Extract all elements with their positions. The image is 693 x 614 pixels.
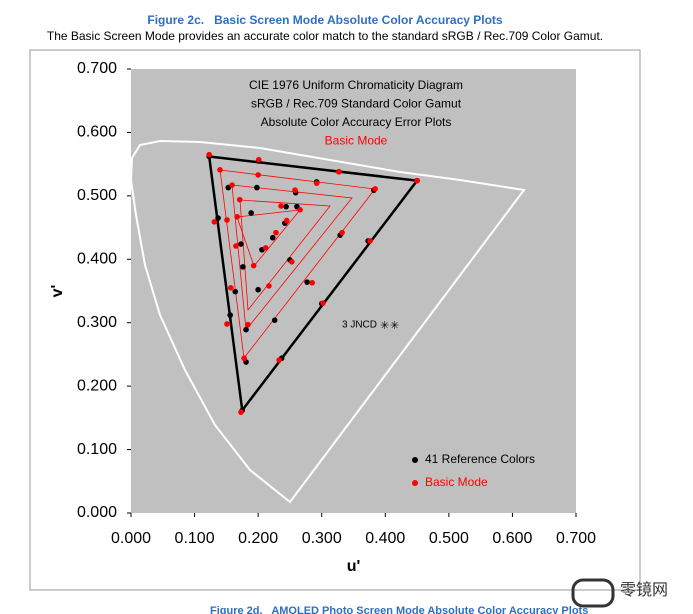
y-tick-label: 0.000 <box>77 504 117 521</box>
annotation: Basic Mode <box>325 134 388 148</box>
annotation: Absolute Color Accuracy Error Plots <box>261 115 452 129</box>
point <box>233 243 239 249</box>
point <box>215 215 221 221</box>
annotation: CIE 1976 Uniform Chromaticity Diagram <box>249 78 463 92</box>
point <box>273 229 279 236</box>
point <box>254 184 260 191</box>
legend-label: Basic Mode <box>425 475 488 489</box>
point <box>320 300 326 306</box>
y-tick-label: 0.200 <box>77 377 117 394</box>
y-tick-label: 0.300 <box>77 314 117 331</box>
x-tick-label: 0.100 <box>175 530 215 547</box>
point <box>276 357 282 363</box>
y-tick-label: 0.500 <box>77 187 117 204</box>
legend-label: 41 Reference Colors <box>425 452 535 466</box>
y-tick-label: 0.100 <box>77 441 117 458</box>
point <box>255 172 261 178</box>
point <box>269 234 276 241</box>
y-axis-label: v' <box>49 285 66 298</box>
jncd-marker: ✳ <box>380 320 389 332</box>
gamut-triangle <box>207 155 420 414</box>
figure-subtitle: The Basic Screen Mode provides an accura… <box>47 29 603 43</box>
point <box>248 210 254 216</box>
y-tick-label: 0.700 <box>77 60 117 77</box>
point <box>367 238 373 244</box>
point <box>228 285 234 291</box>
legend-marker <box>412 457 418 463</box>
point <box>339 229 345 236</box>
point <box>266 283 272 289</box>
point <box>243 326 249 333</box>
point <box>250 262 257 269</box>
watermark: 零镜网 <box>620 580 668 599</box>
point <box>262 245 269 251</box>
x-tick-label: 0.400 <box>365 530 405 547</box>
point <box>206 151 212 158</box>
point <box>309 279 315 286</box>
point <box>211 219 218 225</box>
point <box>283 217 290 224</box>
point <box>224 217 230 223</box>
point <box>297 207 303 213</box>
x-tick-label: 0.000 <box>111 530 151 547</box>
point <box>283 203 289 210</box>
spectral-locus <box>129 139 526 504</box>
point <box>234 213 240 220</box>
point <box>217 167 223 173</box>
x-tick-label: 0.300 <box>302 530 342 547</box>
x-axis-label: u' <box>347 558 361 575</box>
jncd-note: 3 JNCD <box>342 320 377 331</box>
y-tick-label: 0.400 <box>77 251 117 268</box>
point <box>229 182 235 188</box>
point <box>236 196 243 203</box>
next-caption: Figure 2d. AMOLED Photo Screen Mode Abso… <box>210 605 588 614</box>
jncd-marker: ✳ <box>390 320 399 332</box>
annotation: sRGB / Rec.709 Standard Color Gamut <box>251 97 462 111</box>
watermark-logo <box>571 578 615 608</box>
x-tick-label: 0.700 <box>556 530 596 547</box>
point <box>304 279 310 285</box>
x-tick-label: 0.600 <box>492 530 532 547</box>
point <box>245 321 251 328</box>
point <box>255 156 262 163</box>
point <box>271 317 278 323</box>
point <box>255 286 261 293</box>
legend-marker <box>412 480 418 486</box>
point <box>241 355 247 362</box>
point <box>372 186 378 192</box>
point <box>232 288 239 295</box>
y-tick-label: 0.600 <box>77 124 117 141</box>
point <box>224 321 230 327</box>
point <box>336 168 342 175</box>
point <box>289 259 295 265</box>
point <box>238 241 244 247</box>
figure-title: Figure 2c. Basic Screen Mode Absolute Co… <box>147 13 503 27</box>
point <box>240 264 246 270</box>
point <box>238 409 244 415</box>
point <box>414 177 420 184</box>
x-tick-label: 0.200 <box>238 530 278 547</box>
x-tick-label: 0.500 <box>429 530 469 547</box>
point <box>278 203 284 209</box>
point <box>292 187 298 193</box>
point <box>313 180 320 186</box>
point <box>227 312 233 318</box>
